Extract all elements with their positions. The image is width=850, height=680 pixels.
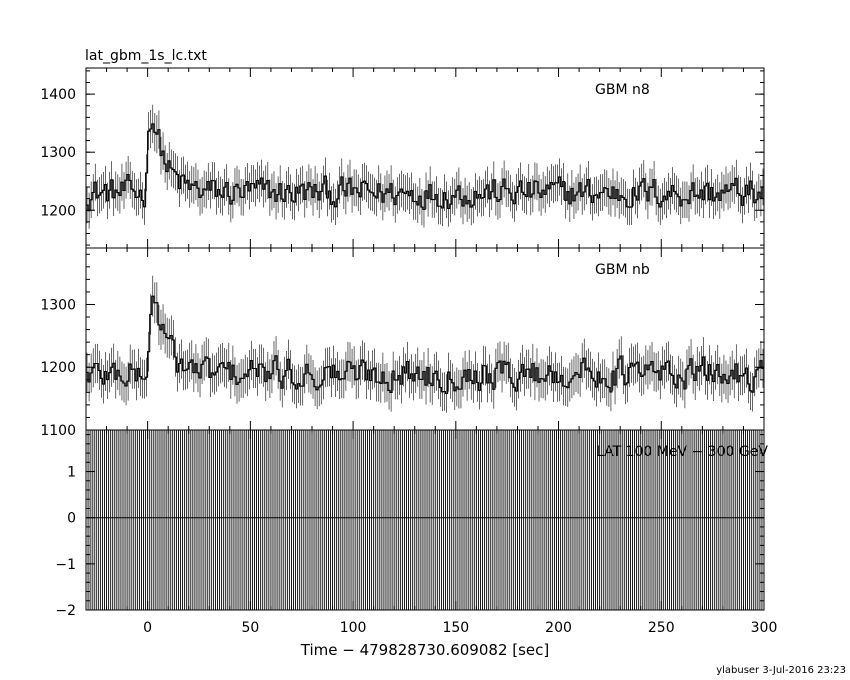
- y-tick-label-n8: 1200: [40, 203, 76, 219]
- panel-n8: GBM n8 1200 1300 1400: [40, 67, 765, 249]
- x-tick-label: 0: [143, 620, 152, 636]
- y-tick-label-lat: −2: [55, 603, 76, 619]
- y-tick-label-n8: 1400: [40, 87, 76, 103]
- x-tick-label: 50: [241, 620, 259, 636]
- file-title: lat_gbm_1s_lc.txt: [85, 48, 207, 64]
- x-tick-label: 200: [545, 620, 572, 636]
- panel-lat: LAT 100 MeV − 300 GeV −2 −1 0 1: [55, 429, 768, 619]
- x-axis-label: Time − 479828730.609082 [sec]: [300, 641, 550, 659]
- y-tick-label-lat: −1: [55, 557, 76, 573]
- lat-hatch: [86, 430, 764, 610]
- y-tick-label-nb: 1300: [40, 297, 76, 313]
- y-tick-label-lat: 1: [67, 465, 76, 481]
- series-line-n8: [86, 123, 764, 212]
- x-tick-label: 300: [751, 620, 778, 636]
- x-tick-label: 150: [442, 620, 469, 636]
- x-tick-label: 250: [648, 620, 675, 636]
- panel-frame-lat: [85, 429, 765, 611]
- error-bars-n8: [86, 104, 764, 229]
- panel-frame-nb: [85, 247, 765, 431]
- y-tick-label-n8: 1300: [40, 145, 76, 161]
- y-tick-label-nb: 1200: [40, 360, 76, 376]
- error-bars-nb: [86, 275, 764, 413]
- footer-stamp: ylabuser 3-Jul-2016 23:23: [716, 665, 846, 676]
- x-tick-label: 100: [340, 620, 367, 636]
- series-line-nb: [86, 295, 764, 395]
- panel-label-n8: GBM n8: [595, 82, 650, 98]
- panel-label-nb: GBM nb: [595, 262, 650, 278]
- panel-nb: GBM nb 1100 1200 1300: [40, 247, 765, 439]
- x-tick-labels: 0 50 100 150 200 250 300: [143, 620, 777, 636]
- panel-label-lat: LAT 100 MeV − 300 GeV: [596, 444, 768, 460]
- y-tick-label-nb: 1100: [40, 423, 76, 439]
- y-tick-label-lat: 0: [67, 511, 76, 527]
- panel-frame-n8: [85, 67, 765, 249]
